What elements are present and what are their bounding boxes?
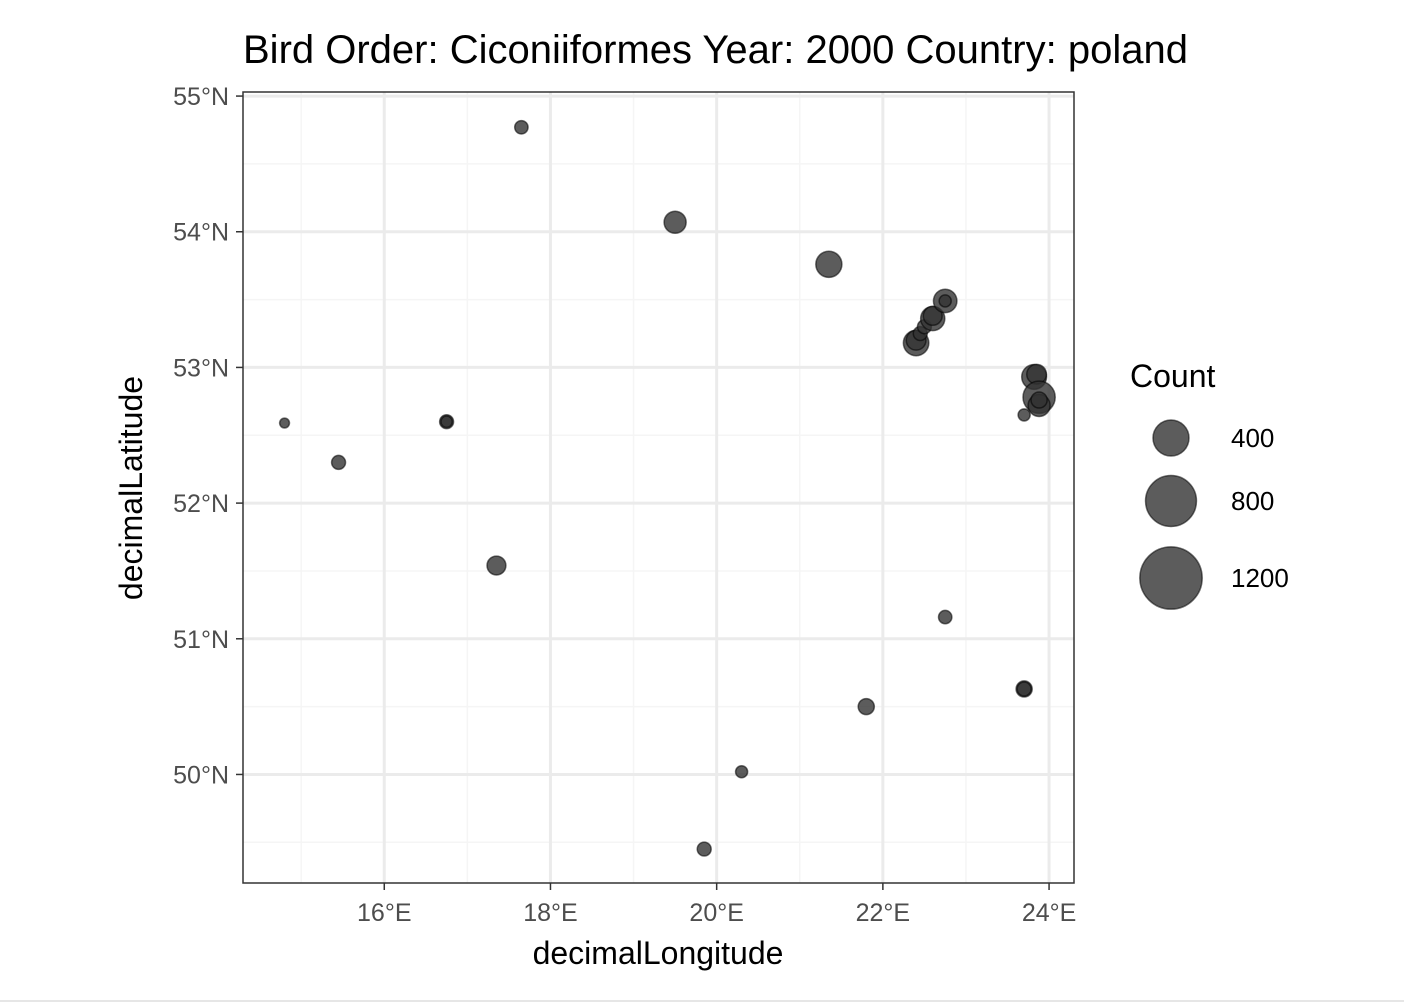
- legend-label: 400: [1231, 423, 1274, 453]
- data-point: [1016, 681, 1032, 697]
- bottom-divider: [0, 1000, 1404, 1002]
- data-point: [330, 454, 347, 471]
- data-point: [1017, 408, 1031, 422]
- y-axis-title: decimalLatitude: [113, 376, 149, 600]
- x-tick-label: 20°E: [689, 899, 743, 927]
- plot-panel: [243, 92, 1074, 883]
- y-tick-label: 51°N: [173, 626, 229, 654]
- y-axis: 50°N 51°N 52°N 53°N 54°N 55°N: [173, 83, 243, 789]
- legend-label: 800: [1231, 486, 1274, 516]
- y-tick-label: 52°N: [173, 490, 229, 518]
- plot-border: [242, 91, 1075, 884]
- x-tick-label: 24°E: [1022, 899, 1076, 927]
- data-point: [696, 841, 712, 857]
- data-point: [486, 555, 507, 576]
- legend-key-circle: [1152, 419, 1190, 457]
- data-point: [815, 250, 843, 279]
- legend-label: 1200: [1231, 563, 1289, 593]
- x-axis: 16°E 18°E 20°E 22°E 24°E: [357, 883, 1076, 927]
- data-point: [278, 417, 291, 429]
- grid-lines: [243, 92, 1074, 883]
- x-tick-label: 16°E: [357, 899, 411, 927]
- data-points: [278, 119, 1056, 857]
- x-tick-label: 22°E: [856, 899, 910, 927]
- data-point: [937, 609, 953, 625]
- y-tick-label: 54°N: [173, 219, 229, 247]
- legend-key-circle: [1144, 474, 1198, 528]
- y-tick-label: 55°N: [173, 83, 229, 111]
- data-point: [1030, 391, 1048, 409]
- data-point: [857, 697, 876, 716]
- legend-key-circle: [1139, 546, 1203, 610]
- size-legend: Count 400 800 1200: [1130, 358, 1289, 610]
- data-point: [663, 210, 687, 235]
- data-point: [513, 119, 529, 135]
- x-tick-label: 18°E: [523, 899, 577, 927]
- data-point: [938, 294, 952, 308]
- data-point: [440, 415, 454, 429]
- data-point: [922, 305, 943, 327]
- x-axis-title: decimalLongitude: [533, 935, 784, 971]
- y-tick-label: 50°N: [173, 761, 229, 789]
- data-point: [734, 764, 749, 779]
- y-tick-label: 53°N: [173, 354, 229, 382]
- chart-title: Bird Order: Ciconiiformes Year: 2000 Cou…: [243, 28, 1188, 72]
- legend-title: Count: [1130, 358, 1216, 394]
